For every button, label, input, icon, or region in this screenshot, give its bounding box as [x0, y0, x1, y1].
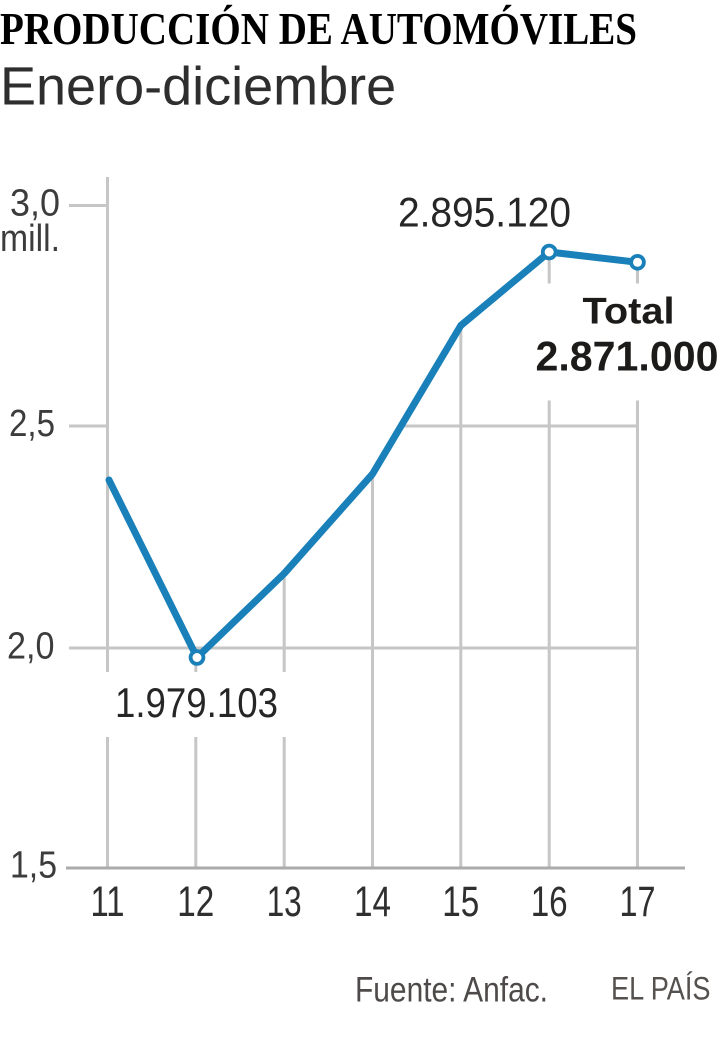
svg-text:14: 14: [354, 878, 391, 926]
svg-text:1.979.103: 1.979.103: [115, 679, 278, 726]
svg-text:13: 13: [267, 878, 302, 926]
svg-text:Enero-diciembre: Enero-diciembre: [0, 57, 396, 117]
svg-text:PRODUCCIÓN DE AUTOMÓVILES: PRODUCCIÓN DE AUTOMÓVILES: [0, 3, 637, 54]
svg-text:12: 12: [177, 878, 214, 926]
svg-text:mill.: mill.: [0, 218, 60, 260]
svg-text:15: 15: [442, 878, 479, 926]
svg-text:Fuente: Anfac.: Fuente: Anfac.: [355, 971, 548, 1010]
svg-text:11: 11: [91, 878, 125, 926]
svg-text:2,5: 2,5: [9, 403, 55, 445]
svg-text:2.895.120: 2.895.120: [398, 189, 571, 236]
svg-text:1,5: 1,5: [10, 845, 57, 887]
svg-text:16: 16: [531, 878, 568, 926]
svg-text:Total: Total: [583, 290, 675, 331]
svg-text:2,0: 2,0: [7, 625, 55, 667]
svg-text:17: 17: [620, 878, 656, 926]
svg-text:EL PAÍS: EL PAÍS: [611, 971, 711, 1007]
svg-text:2.871.000: 2.871.000: [536, 333, 719, 380]
svg-text:3,0: 3,0: [10, 183, 60, 225]
